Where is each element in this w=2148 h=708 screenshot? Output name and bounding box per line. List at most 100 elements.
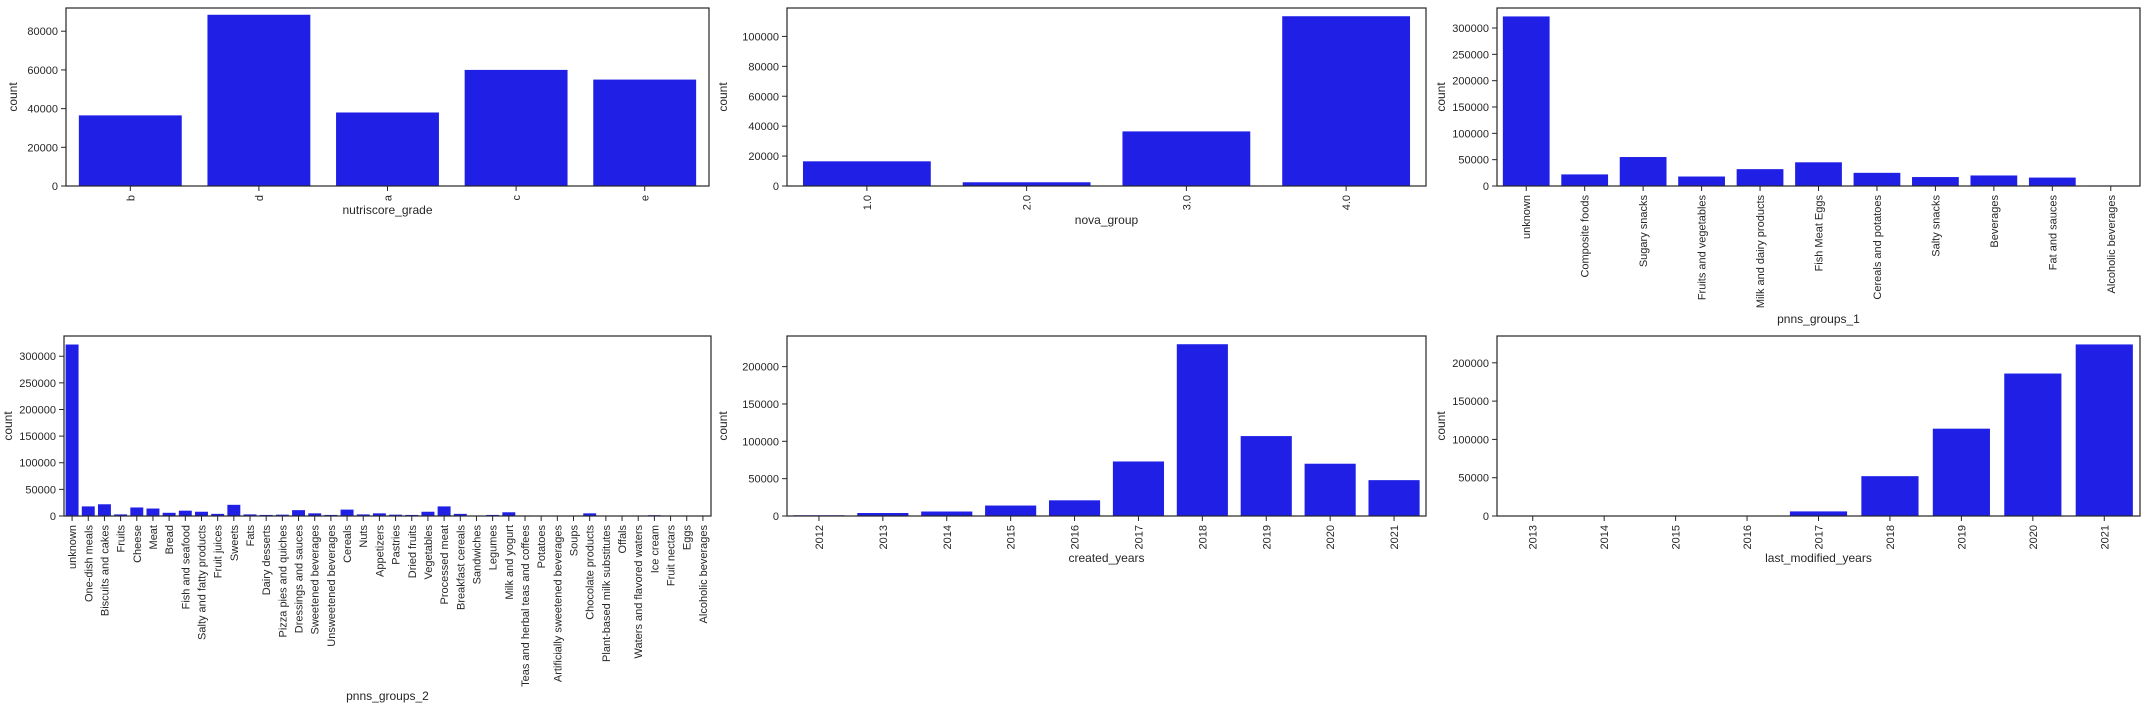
x-tick-label: Eggs (682, 525, 694, 551)
x-tick-label: c (511, 195, 523, 201)
chart-panel-5: 0 50000 100000 150000 200000 2012 2013 2014 2015… (716, 335, 1427, 565)
x-axis-label: nova_group (1075, 213, 1139, 227)
y-tick-label: 50000 (748, 474, 779, 486)
x-tick-label: 2017 (1814, 525, 1826, 549)
bar (308, 513, 322, 516)
x-tick-label: Processed meat (439, 525, 451, 604)
x-tick-label: 2020 (2028, 525, 2040, 549)
x-tick-label: Fat and sauces (2047, 195, 2059, 271)
x-tick-label: 2015 (1006, 525, 1018, 549)
y-tick-label: 0 (52, 181, 58, 193)
y-tick-label: 40000 (748, 121, 779, 133)
bar (97, 504, 111, 516)
chart-panel-2: 0 20000 40000 60000 80000 100000 1.0 2.0 3.0 4.0 n… (716, 7, 1427, 227)
y-tick-label: 250000 (1452, 49, 1489, 61)
bar (114, 514, 128, 516)
x-tick-label: Sweetened beverages (310, 525, 322, 635)
y-tick-label: 300000 (19, 351, 56, 363)
bar (1932, 428, 1990, 516)
bar (130, 507, 144, 516)
x-tick-label: Plant-based milk substitutes (601, 525, 613, 662)
x-tick-label: Artificially sweetened beverages (552, 525, 564, 683)
y-tick-label: 200000 (742, 362, 779, 374)
x-tick-label: Ice cream (649, 525, 661, 573)
x-tick-label: Offals (617, 525, 629, 554)
y-tick-label: 40000 (27, 104, 58, 116)
y-tick-label: 100000 (742, 436, 779, 448)
y-axis-label: count (716, 82, 730, 112)
bar (421, 511, 435, 516)
bar (985, 505, 1037, 516)
x-tick-label: Salty snacks (1930, 195, 1942, 257)
bar (372, 513, 386, 516)
bar (389, 514, 403, 516)
y-tick-label: 50000 (1458, 473, 1489, 485)
bar (178, 510, 192, 516)
bar (802, 161, 931, 186)
bar (464, 69, 568, 186)
x-tick-label: Pizza pies and quiches (277, 525, 289, 638)
y-tick-label: 250000 (19, 378, 56, 390)
bar (211, 513, 225, 516)
x-tick-label: 3.0 (1181, 195, 1193, 210)
y-axis-label: count (716, 411, 730, 441)
x-tick-label: Fish and seafood (180, 525, 192, 609)
y-tick-label: 150000 (742, 399, 779, 411)
y-tick-label: 300000 (1452, 23, 1489, 35)
bar (583, 513, 597, 516)
x-tick-label: 2013 (1528, 525, 1540, 549)
x-tick-label: 1.0 (862, 195, 874, 210)
bar (962, 182, 1091, 186)
x-tick-label: unknown (1521, 195, 1533, 239)
x-axis-label: last_modified_years (1765, 551, 1872, 565)
x-tick-label: Waters and flavored waters (633, 525, 645, 659)
bar (1619, 157, 1667, 186)
y-tick-label: 200000 (19, 404, 56, 416)
y-tick-label: 100000 (742, 31, 779, 43)
bar (2028, 177, 2076, 186)
chart-panel-1: 0 20000 40000 60000 80000 b d a c e nutriscore_gra… (6, 7, 710, 217)
x-tick-label: Cereals and potatoes (1872, 195, 1884, 300)
y-tick-label: 20000 (748, 151, 779, 163)
y-tick-label: 200000 (1452, 76, 1489, 88)
x-tick-label: 2018 (1197, 525, 1209, 549)
bar (921, 511, 973, 516)
bar (1853, 172, 1901, 186)
bar (1048, 500, 1101, 516)
chart-panel-6: 0 50000 100000 150000 200000 2013 2014 2015 2016… (1434, 335, 2141, 565)
bar (2004, 373, 2062, 516)
x-tick-label: 2020 (1325, 525, 1337, 549)
bar (1678, 176, 1725, 186)
bar (340, 509, 354, 516)
x-tick-label: Bread (164, 525, 176, 554)
x-tick-label: Dairy desserts (261, 525, 273, 596)
x-tick-label: b (125, 195, 137, 201)
bar (1122, 131, 1251, 186)
y-tick-label: 0 (1483, 181, 1489, 193)
x-tick-label: Fruit juices (213, 525, 225, 579)
x-tick-label: e (640, 195, 652, 201)
bar (453, 513, 467, 516)
x-tick-label: Fish Meat Eggs (1814, 195, 1826, 272)
bar (593, 79, 697, 186)
bar (1240, 436, 1292, 516)
chart-panel-3: 0 50000 100000 150000 200000 250000 300000 unkn… (1434, 7, 2141, 326)
bar (162, 512, 176, 516)
bar (146, 508, 160, 516)
x-tick-label: 4.0 (1341, 195, 1353, 210)
y-tick-label: 80000 (748, 61, 779, 73)
x-tick-label: unknown (67, 525, 79, 569)
x-tick-label: Salty and fatty products (196, 525, 208, 640)
x-tick-label: Pastries (391, 525, 403, 565)
x-tick-label: 2013 (878, 525, 890, 549)
y-tick-label: 0 (773, 511, 779, 523)
x-tick-label: 2012 (814, 525, 826, 549)
x-tick-label: Alcoholic beverages (698, 525, 710, 624)
x-tick-label: Dried fruits (407, 525, 419, 579)
bar (243, 514, 257, 516)
x-tick-label: 2016 (1070, 525, 1082, 549)
bar (857, 513, 909, 516)
x-tick-label: Chocolate products (585, 525, 597, 620)
bar (1736, 169, 1784, 186)
x-tick-label: 2017 (1133, 525, 1145, 549)
